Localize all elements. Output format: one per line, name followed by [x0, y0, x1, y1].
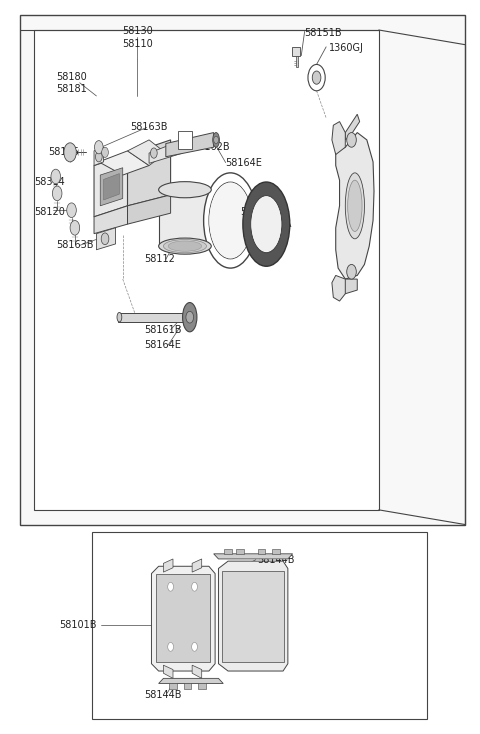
Ellipse shape [209, 183, 252, 258]
Circle shape [192, 582, 197, 591]
Ellipse shape [243, 182, 290, 266]
Ellipse shape [168, 241, 202, 251]
Text: 58112: 58112 [144, 254, 175, 264]
Polygon shape [183, 683, 191, 689]
Text: 58314: 58314 [34, 177, 65, 186]
Text: 58110: 58110 [122, 39, 153, 49]
Polygon shape [336, 133, 374, 279]
Ellipse shape [204, 173, 257, 268]
Polygon shape [158, 678, 223, 683]
Polygon shape [158, 189, 211, 246]
Polygon shape [163, 665, 173, 678]
Text: 58180: 58180 [56, 72, 86, 82]
Polygon shape [149, 140, 182, 164]
Circle shape [64, 143, 76, 162]
Polygon shape [345, 115, 360, 140]
Polygon shape [128, 140, 166, 166]
Text: 58164E: 58164E [144, 340, 181, 350]
Ellipse shape [117, 313, 122, 322]
Text: 58144B: 58144B [144, 690, 182, 700]
Polygon shape [104, 173, 120, 200]
Text: 58101B: 58101B [59, 620, 96, 630]
Polygon shape [258, 549, 265, 554]
Circle shape [102, 148, 108, 158]
Polygon shape [332, 122, 345, 155]
Ellipse shape [158, 238, 211, 254]
Bar [178, 131, 192, 150]
Polygon shape [332, 275, 345, 301]
Circle shape [168, 582, 173, 591]
Text: 58163B: 58163B [130, 123, 168, 132]
Ellipse shape [158, 181, 211, 197]
Polygon shape [169, 683, 177, 689]
Circle shape [312, 71, 321, 84]
Text: 58163B: 58163B [56, 241, 93, 250]
Polygon shape [198, 683, 205, 689]
Ellipse shape [182, 302, 197, 332]
Polygon shape [214, 554, 293, 559]
Ellipse shape [348, 180, 362, 231]
Polygon shape [94, 155, 128, 217]
Text: 58130: 58130 [122, 26, 153, 37]
Circle shape [70, 220, 80, 235]
Ellipse shape [252, 197, 281, 252]
Circle shape [347, 133, 356, 148]
Polygon shape [236, 549, 244, 554]
Polygon shape [192, 665, 202, 678]
Text: 1360GJ: 1360GJ [328, 43, 363, 54]
Circle shape [52, 186, 62, 200]
Bar [34, 30, 379, 510]
Text: 58161B: 58161B [144, 324, 182, 335]
Circle shape [101, 233, 109, 244]
Text: 58151B: 58151B [305, 28, 342, 38]
Circle shape [96, 152, 102, 162]
Polygon shape [272, 549, 280, 554]
Polygon shape [163, 559, 173, 572]
Text: 58114A: 58114A [254, 219, 292, 229]
Text: 58113: 58113 [240, 207, 271, 217]
Circle shape [347, 264, 356, 279]
Circle shape [67, 203, 76, 217]
Polygon shape [192, 559, 202, 572]
Polygon shape [224, 549, 232, 554]
Circle shape [308, 65, 325, 91]
Bar [292, 47, 300, 56]
Text: 58162B: 58162B [192, 142, 230, 152]
Polygon shape [100, 168, 123, 206]
Polygon shape [118, 313, 182, 321]
Polygon shape [94, 148, 104, 166]
Polygon shape [128, 195, 170, 224]
Circle shape [51, 170, 60, 184]
Bar [296, 56, 298, 67]
Circle shape [214, 137, 218, 144]
Text: 58181: 58181 [56, 84, 86, 95]
Polygon shape [156, 573, 210, 661]
Text: 58144B: 58144B [257, 555, 294, 564]
Polygon shape [152, 566, 215, 671]
Polygon shape [166, 133, 214, 157]
Polygon shape [222, 570, 284, 661]
Text: 58164E: 58164E [226, 158, 263, 167]
Polygon shape [96, 228, 116, 250]
Polygon shape [128, 140, 170, 206]
Ellipse shape [209, 182, 252, 259]
Ellipse shape [345, 173, 364, 239]
Bar [20, 15, 465, 525]
Polygon shape [94, 206, 128, 233]
Circle shape [151, 148, 157, 159]
Text: 58125: 58125 [48, 148, 80, 157]
Polygon shape [339, 279, 357, 294]
Bar [92, 532, 427, 719]
Ellipse shape [163, 239, 206, 252]
Circle shape [186, 311, 193, 323]
Ellipse shape [213, 133, 219, 148]
Text: 58120: 58120 [34, 208, 65, 217]
Circle shape [192, 642, 197, 651]
Polygon shape [99, 151, 149, 175]
Circle shape [168, 642, 173, 651]
Ellipse shape [251, 195, 282, 252]
Circle shape [95, 141, 103, 154]
Polygon shape [218, 561, 288, 671]
